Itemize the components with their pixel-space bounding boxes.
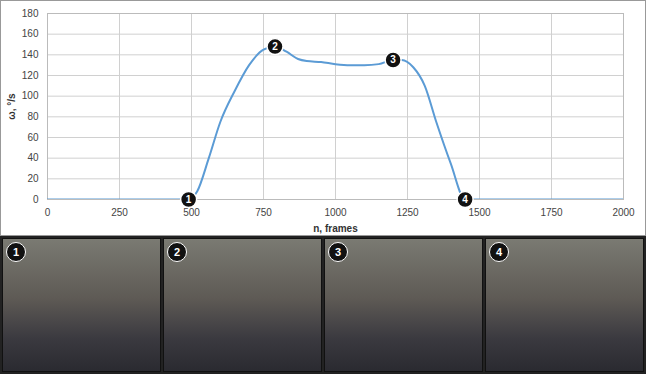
svg-text:1750: 1750 [540,207,563,218]
svg-text:60: 60 [27,132,39,143]
svg-text:4: 4 [462,194,468,205]
svg-text:120: 120 [22,70,39,81]
svg-text:20: 20 [27,173,39,184]
svg-text:2000: 2000 [612,207,635,218]
html-text:3: 3 [334,246,342,258]
svg-text:1250: 1250 [396,207,419,218]
html-text:1: 1 [12,246,20,258]
svg-text:80: 80 [27,111,39,122]
svg-text:160: 160 [22,28,39,39]
svg-text:180: 180 [22,8,39,19]
svg-text:750: 750 [255,207,272,218]
html-text:2: 2 [173,246,181,258]
svg-text:250: 250 [111,207,128,218]
svg-text:2: 2 [272,41,278,52]
svg-text:n, frames: n, frames [313,223,358,234]
svg-text:500: 500 [183,207,200,218]
svg-text:0: 0 [45,207,51,218]
svg-text:40: 40 [27,152,39,163]
svg-text:1500: 1500 [468,207,491,218]
svg-text:100: 100 [22,90,39,101]
html-text:4: 4 [495,246,503,258]
svg-text:3: 3 [390,54,396,65]
svg-text:1000: 1000 [324,207,347,218]
svg-text:0: 0 [33,194,39,205]
svg-text:140: 140 [22,49,39,60]
svg-text:1: 1 [186,194,192,205]
svg-text:ω, °/s: ω, °/s [6,93,17,120]
